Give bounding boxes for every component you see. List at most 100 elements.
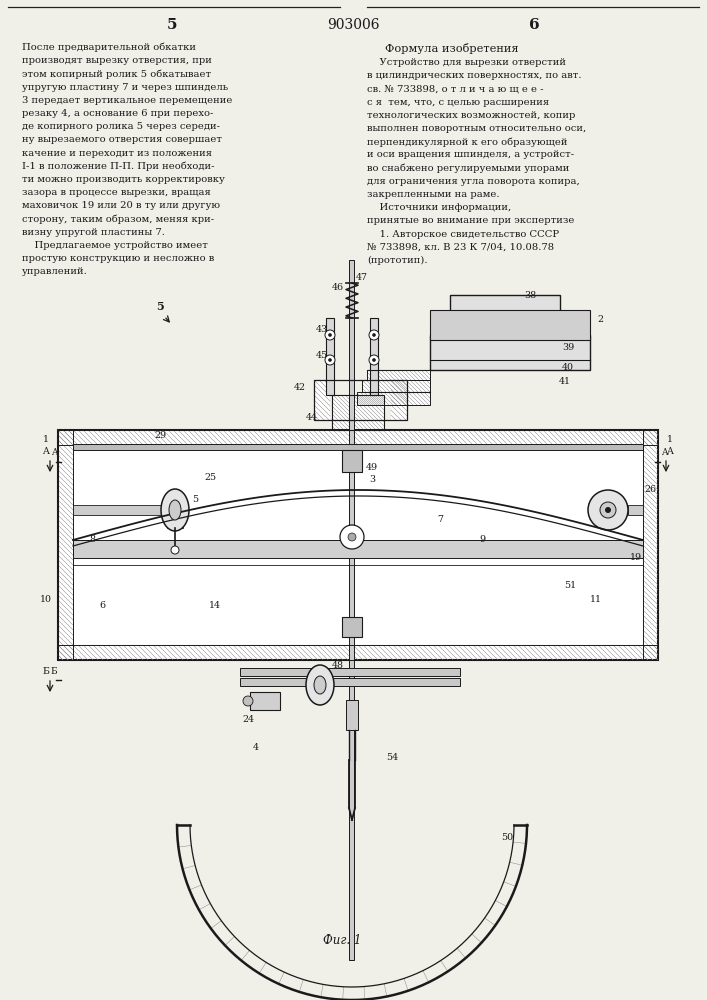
Text: Устройство для вырезки отверстий: Устройство для вырезки отверстий bbox=[367, 58, 566, 67]
Bar bbox=[326, 318, 334, 395]
Text: 24: 24 bbox=[242, 716, 254, 724]
Bar bbox=[367, 370, 430, 380]
Text: 11: 11 bbox=[590, 595, 602, 604]
Circle shape bbox=[340, 525, 364, 549]
Text: сторону, таким образом, меняя кри-: сторону, таким образом, меняя кри- bbox=[22, 215, 214, 224]
Bar bbox=[73, 444, 643, 450]
Text: 3 передает вертикальное перемещение: 3 передает вертикальное перемещение bbox=[22, 96, 233, 105]
Text: I-1 в положение П-П. При необходи-: I-1 в положение П-П. При необходи- bbox=[22, 162, 214, 171]
Circle shape bbox=[348, 533, 356, 541]
Text: технологических возможностей, копир: технологических возможностей, копир bbox=[367, 111, 575, 120]
Text: ну вырезаемого отверстия совершает: ну вырезаемого отверстия совершает bbox=[22, 135, 222, 144]
Circle shape bbox=[600, 502, 616, 518]
Circle shape bbox=[369, 355, 379, 365]
Text: 9: 9 bbox=[479, 536, 485, 544]
Text: для ограничения угла поворота копира,: для ограничения угла поворота копира, bbox=[367, 177, 580, 186]
Text: A: A bbox=[42, 448, 49, 456]
Bar bbox=[167, 513, 183, 528]
Text: Фиг. 1: Фиг. 1 bbox=[323, 934, 361, 946]
Bar bbox=[349, 260, 354, 960]
Bar bbox=[643, 430, 658, 660]
Bar bbox=[362, 380, 430, 392]
Text: 49: 49 bbox=[366, 464, 378, 473]
Bar bbox=[430, 335, 590, 370]
Text: выполнен поворотным относительно оси,: выполнен поворотным относительно оси, bbox=[367, 124, 586, 133]
Circle shape bbox=[243, 696, 253, 706]
Bar bbox=[240, 678, 460, 686]
Text: 41: 41 bbox=[559, 377, 571, 386]
Text: 6: 6 bbox=[529, 18, 539, 32]
Circle shape bbox=[329, 359, 332, 361]
Text: 46: 46 bbox=[332, 284, 344, 292]
Bar bbox=[314, 380, 407, 420]
Text: 7: 7 bbox=[437, 516, 443, 524]
Text: 5: 5 bbox=[192, 495, 198, 504]
Text: 3: 3 bbox=[369, 476, 375, 485]
Text: зазора в процессе вырезки, вращая: зазора в процессе вырезки, вращая bbox=[22, 188, 211, 197]
Text: в цилиндрических поверхностях, по авт.: в цилиндрических поверхностях, по авт. bbox=[367, 71, 581, 80]
Text: 14: 14 bbox=[209, 600, 221, 609]
Text: 8: 8 bbox=[89, 536, 95, 544]
Circle shape bbox=[605, 507, 611, 513]
Text: визну упругой пластины 7.: визну упругой пластины 7. bbox=[22, 228, 165, 237]
Text: A: A bbox=[661, 448, 667, 457]
Text: 39: 39 bbox=[562, 344, 574, 353]
Text: 42: 42 bbox=[294, 383, 306, 392]
Text: 5: 5 bbox=[167, 18, 177, 32]
Text: 51: 51 bbox=[564, 580, 576, 589]
Bar bbox=[643, 430, 658, 660]
Text: 47: 47 bbox=[356, 273, 368, 282]
Bar bbox=[73, 540, 643, 558]
Text: 5: 5 bbox=[156, 301, 164, 312]
Bar bbox=[367, 370, 430, 380]
Text: св. № 733898, о т л и ч а ю щ е е -: св. № 733898, о т л и ч а ю щ е е - bbox=[367, 84, 544, 93]
Circle shape bbox=[329, 334, 332, 336]
Text: упругую пластину 7 и через шпиндель: упругую пластину 7 и через шпиндель bbox=[22, 83, 228, 92]
Circle shape bbox=[588, 490, 628, 530]
Text: № 733898, кл. В 23 К 7/04, 10.08.78: № 733898, кл. В 23 К 7/04, 10.08.78 bbox=[367, 243, 554, 252]
Circle shape bbox=[325, 330, 335, 340]
Ellipse shape bbox=[306, 665, 334, 705]
Text: 2: 2 bbox=[597, 316, 603, 324]
Text: Предлагаемое устройство имеет: Предлагаемое устройство имеет bbox=[22, 241, 208, 250]
Bar bbox=[58, 430, 658, 445]
Text: 40: 40 bbox=[562, 363, 574, 372]
Circle shape bbox=[325, 355, 335, 365]
Text: ти можно производить корректировку: ти можно производить корректировку bbox=[22, 175, 225, 184]
Text: 1: 1 bbox=[667, 436, 673, 444]
Text: резаку 4, а основание 6 при перехо-: резаку 4, а основание 6 при перехо- bbox=[22, 109, 214, 118]
Bar bbox=[342, 617, 362, 637]
Text: и оси вращения шпинделя, а устройст-: и оси вращения шпинделя, а устройст- bbox=[367, 150, 574, 159]
Text: 44: 44 bbox=[306, 414, 318, 422]
Bar bbox=[332, 395, 384, 430]
Text: 48: 48 bbox=[332, 660, 344, 670]
Text: A: A bbox=[667, 448, 674, 456]
Bar bbox=[73, 505, 167, 515]
Circle shape bbox=[373, 359, 375, 361]
Circle shape bbox=[373, 334, 375, 336]
Bar bbox=[357, 392, 430, 405]
Ellipse shape bbox=[314, 676, 326, 694]
Text: 54: 54 bbox=[386, 754, 398, 762]
Text: де копирного ролика 5 через середи-: де копирного ролика 5 через середи- bbox=[22, 122, 220, 131]
Bar bbox=[391, 380, 407, 420]
Text: 43: 43 bbox=[316, 326, 328, 334]
Bar bbox=[58, 430, 658, 660]
Text: 1: 1 bbox=[43, 436, 49, 444]
Text: управлений.: управлений. bbox=[22, 267, 88, 276]
Bar bbox=[250, 692, 280, 710]
Text: качение и переходит из положения: качение и переходит из положения bbox=[22, 149, 212, 158]
Text: маховичок 19 или 20 в ту или другую: маховичок 19 или 20 в ту или другую bbox=[22, 201, 220, 210]
Bar bbox=[628, 505, 643, 515]
Bar bbox=[346, 700, 358, 730]
Ellipse shape bbox=[169, 500, 181, 520]
Circle shape bbox=[369, 330, 379, 340]
Bar bbox=[58, 430, 658, 445]
Text: 25: 25 bbox=[204, 474, 216, 483]
Text: закрепленными на раме.: закрепленными на раме. bbox=[367, 190, 500, 199]
Text: производят вырезку отверстия, при: производят вырезку отверстия, при bbox=[22, 56, 212, 65]
Bar bbox=[58, 430, 73, 660]
Bar bbox=[240, 668, 460, 676]
Ellipse shape bbox=[161, 489, 189, 531]
Bar bbox=[362, 380, 430, 392]
